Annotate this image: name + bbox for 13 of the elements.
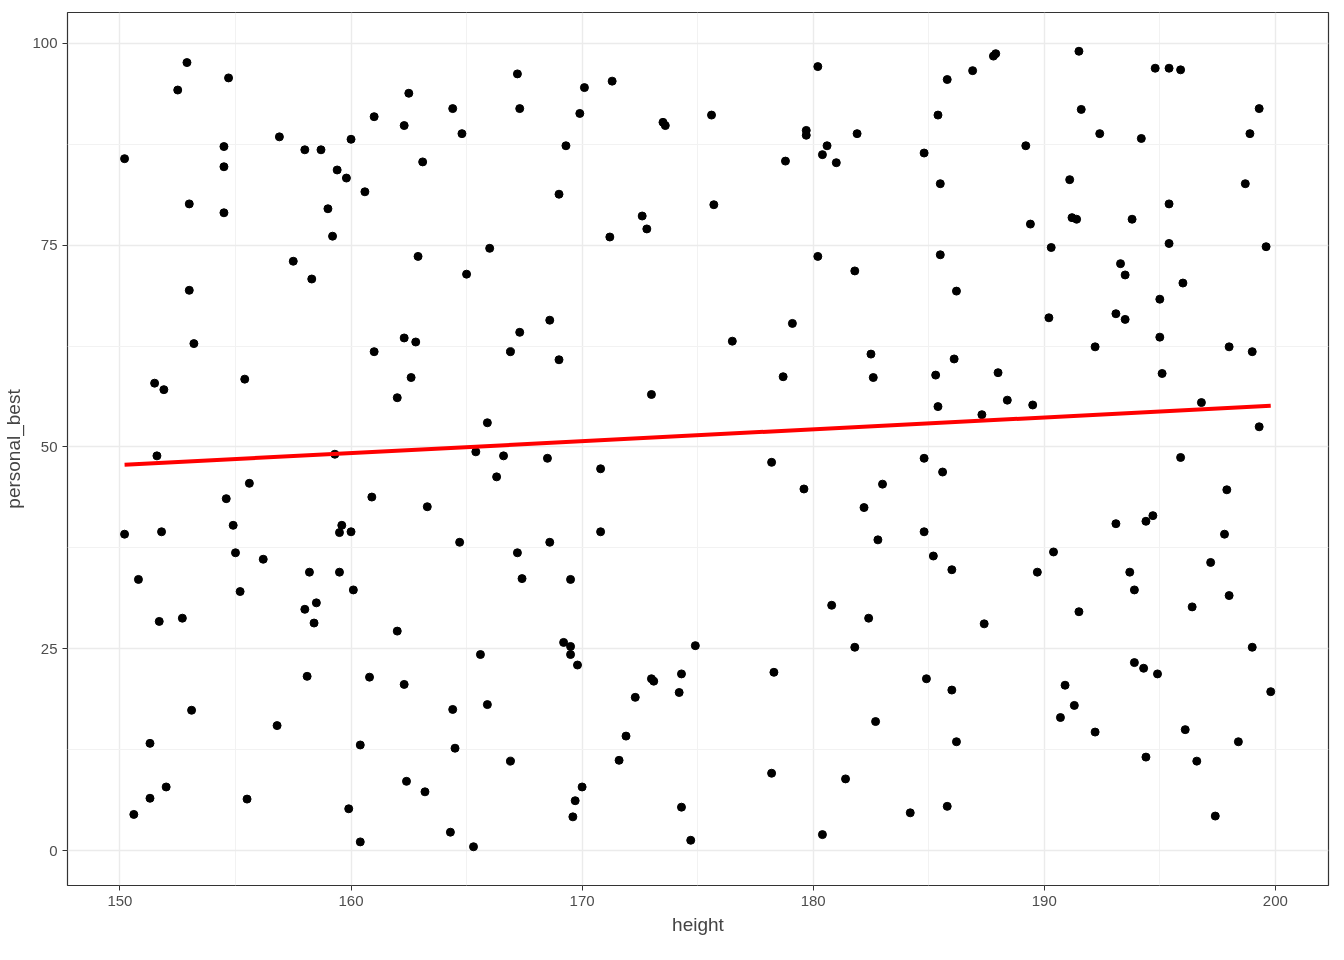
y-tick-label: 0 [49, 841, 58, 859]
y-tick-label: 25 [40, 639, 58, 657]
x-tick-label: 190 [1031, 891, 1057, 909]
x-tick-label: 160 [338, 891, 364, 909]
x-tick-label: 170 [569, 891, 595, 909]
y-axis-title: personal_best [3, 388, 26, 509]
y-tick-label: 75 [40, 236, 58, 254]
x-tick-label: 180 [800, 891, 826, 909]
x-tick-label: 200 [1262, 891, 1288, 909]
y-tick-label: 100 [32, 34, 58, 52]
x-tick-label: 150 [107, 891, 133, 909]
x-axis-title: height [672, 913, 725, 935]
y-tick-label: 50 [40, 437, 58, 455]
